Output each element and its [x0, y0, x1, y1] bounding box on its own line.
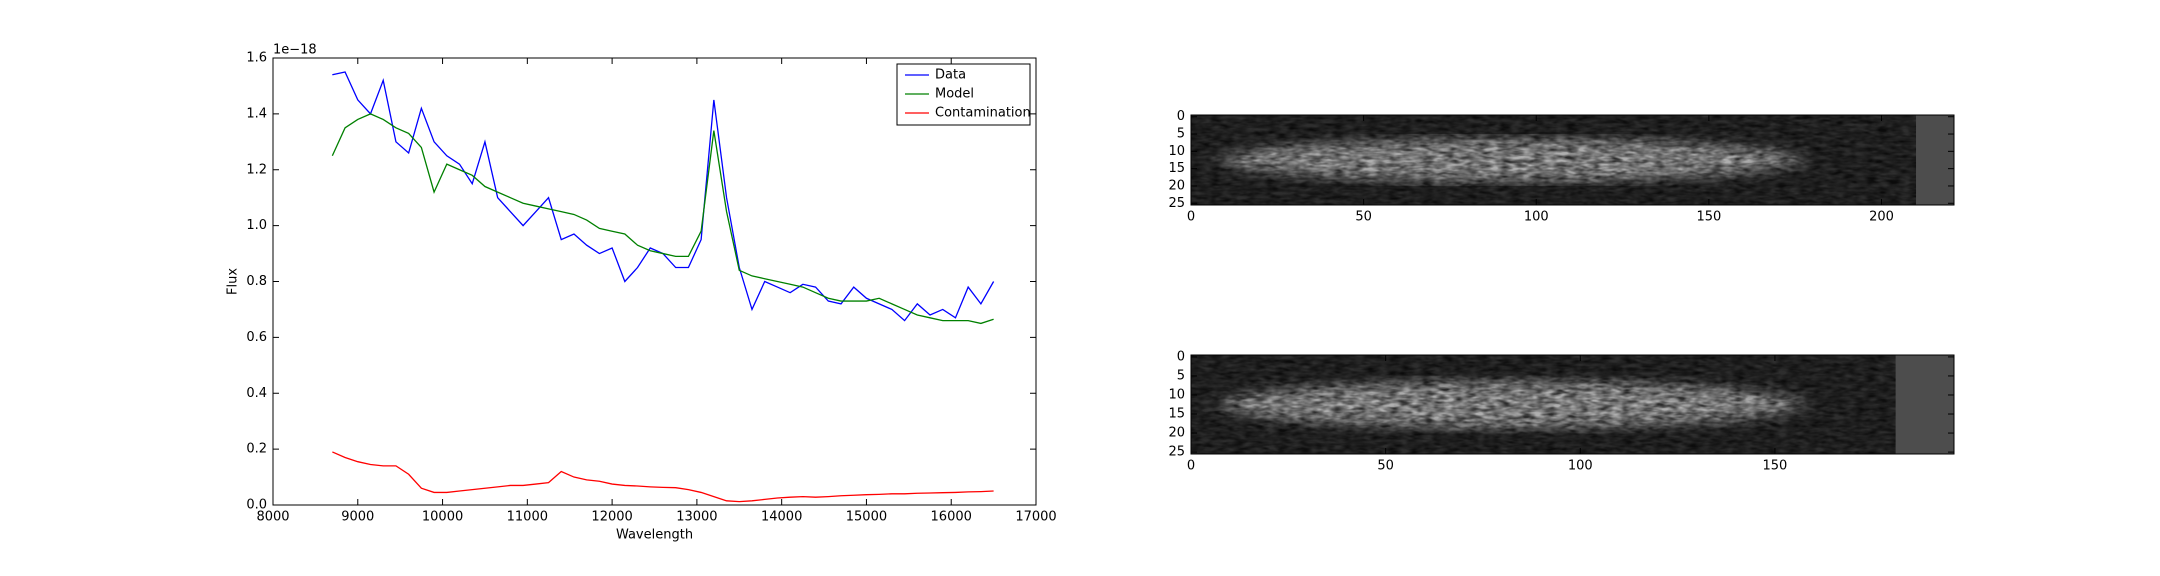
y-tick-label: 25 — [1168, 445, 1185, 460]
axes-frame — [1190, 114, 1955, 206]
x-tick-label: 15000 — [846, 510, 887, 525]
y-tick-label: 0 — [1177, 349, 1185, 364]
x-tick-label: 200 — [1869, 210, 1894, 225]
x-tick-label: 50 — [1377, 459, 1394, 474]
y-tick-label: 1.0 — [246, 218, 267, 233]
x-tick-label: 100 — [1568, 459, 1593, 474]
y-tick-label: 0.8 — [246, 274, 267, 289]
y-tick-label: 20 — [1168, 426, 1185, 441]
spectrum-image — [1191, 115, 1954, 205]
legend-label: Data — [935, 68, 966, 83]
legend-label: Model — [935, 87, 974, 102]
y-tick-label: 0 — [1177, 109, 1185, 124]
y-tick-label: 20 — [1168, 178, 1185, 193]
y-tick-label: 10 — [1168, 144, 1185, 159]
x-tick-label: 150 — [1763, 459, 1788, 474]
y-tick-label: 0.6 — [246, 330, 267, 345]
x-tick-label: 0 — [1187, 210, 1195, 225]
spectrum-image — [1191, 355, 1954, 454]
y-tick-label: 25 — [1168, 196, 1185, 211]
x-tick-label: 16000 — [931, 510, 972, 525]
y-axis-label: Flux — [226, 268, 241, 295]
legend-label: Contamination — [935, 106, 1031, 121]
data-line — [332, 451, 994, 503]
axes-frame — [272, 57, 1037, 506]
y-tick-label: 1.4 — [246, 106, 267, 121]
image-noise — [1191, 355, 1954, 454]
data-line — [331, 113, 994, 325]
x-tick-label: 50 — [1355, 210, 1372, 225]
y-tick-label: 10 — [1168, 387, 1185, 402]
x-tick-label: 9000 — [341, 510, 374, 525]
x-tick-label: 17000 — [1015, 510, 1056, 525]
y-tick-label: 5 — [1177, 368, 1185, 383]
y-tick-label: 0.0 — [246, 498, 267, 513]
y-tick-label: 15 — [1168, 407, 1185, 422]
y-tick-label: 1.6 — [246, 51, 267, 66]
x-axis-label: Wavelength — [616, 528, 693, 543]
image-noise — [1191, 115, 1954, 205]
x-tick-label: 13000 — [676, 510, 717, 525]
x-tick-label: 11000 — [507, 510, 548, 525]
y-tick-label: 0.4 — [246, 386, 267, 401]
y-tick-label: 0.2 — [246, 442, 267, 457]
offset-text: 1e−18 — [273, 43, 317, 58]
x-tick-label: 12000 — [591, 510, 632, 525]
x-tick-label: 0 — [1187, 459, 1195, 474]
legend-box — [896, 63, 1031, 126]
data-line — [332, 71, 995, 322]
x-tick-label: 14000 — [761, 510, 802, 525]
y-tick-label: 15 — [1168, 161, 1185, 176]
x-tick-label: 100 — [1524, 210, 1549, 225]
axes-frame — [1190, 354, 1955, 455]
y-tick-label: 5 — [1177, 127, 1185, 142]
x-tick-label: 10000 — [422, 510, 463, 525]
padding-block — [1916, 115, 1954, 205]
padding-block — [1895, 355, 1954, 454]
x-tick-label: 8000 — [256, 510, 289, 525]
y-tick-label: 1.2 — [246, 162, 267, 177]
x-tick-label: 150 — [1696, 210, 1721, 225]
